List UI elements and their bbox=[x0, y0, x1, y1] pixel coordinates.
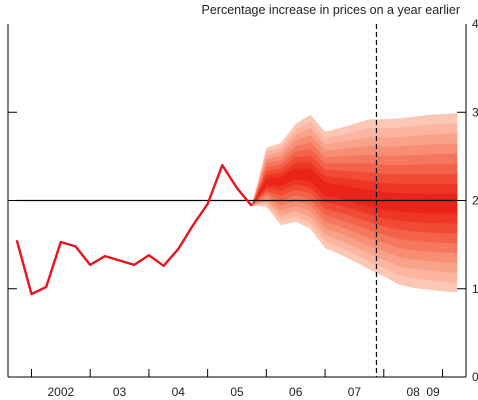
x-tick-label: 08 bbox=[406, 385, 420, 399]
tick-labels: 0 1 2 3 4 2002 03 04 05 06 07 08 09 bbox=[47, 17, 478, 399]
y-tick-label: 1 bbox=[472, 282, 478, 296]
x-tick-label: 03 bbox=[113, 385, 127, 399]
x-tick-label: 07 bbox=[348, 385, 362, 399]
x-tick-label: 09 bbox=[426, 385, 440, 399]
fan-bands bbox=[251, 113, 458, 293]
y-tick-label: 0 bbox=[472, 370, 478, 384]
y-tick-label: 2 bbox=[472, 194, 478, 208]
y-tick-label: 4 bbox=[472, 17, 478, 31]
axes bbox=[7, 24, 467, 378]
x-tick-label: 06 bbox=[289, 385, 303, 399]
fan-band-9 bbox=[251, 168, 458, 214]
x-tick-label: 2002 bbox=[47, 385, 74, 399]
history-line bbox=[15, 163, 253, 296]
y-tick-label: 3 bbox=[472, 105, 478, 119]
y-axis-title: Percentage increase in prices on a year … bbox=[202, 3, 460, 17]
x-tick-label: 05 bbox=[230, 385, 244, 399]
x-tick-label: 04 bbox=[172, 385, 186, 399]
projection-lines bbox=[15, 24, 458, 377]
